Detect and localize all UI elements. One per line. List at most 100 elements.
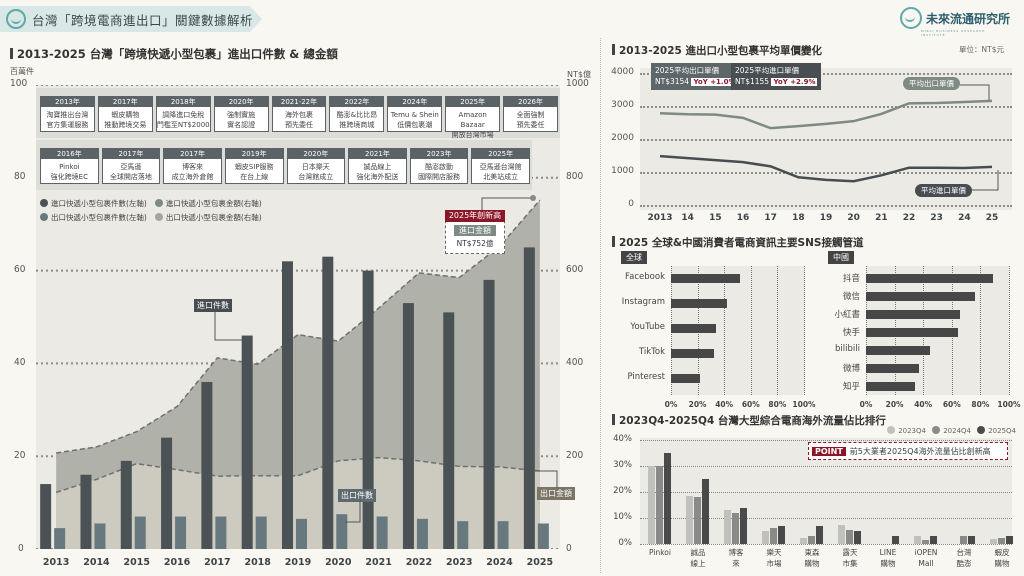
bar-label: 微博 <box>842 364 860 374</box>
brand-name: 未來流通研究所 <box>925 11 1010 26</box>
bar-label: Instagram <box>621 297 665 307</box>
xtick: 20% <box>688 400 707 409</box>
xtick: 2016 <box>163 557 191 568</box>
xtick: 2024 <box>486 557 513 568</box>
xtick: 2013 <box>42 557 70 568</box>
ytick: 30% <box>613 460 632 470</box>
xtick: 2019 <box>284 557 312 568</box>
bar <box>724 510 731 544</box>
traffic-legend: 2023Q4 2024Q4 2025Q4 <box>887 426 1016 435</box>
bar <box>866 364 919 373</box>
ytick-left: 80 <box>14 171 26 182</box>
bar <box>816 525 823 544</box>
bar <box>914 536 921 544</box>
legend-dot-icon <box>154 213 163 221</box>
legend-dot-icon <box>40 199 48 207</box>
point-tag: POINT <box>812 446 846 456</box>
gridline <box>724 266 726 395</box>
bar <box>866 292 975 301</box>
legend-dot-icon <box>977 426 986 434</box>
ytick-right: 0 <box>566 543 572 554</box>
bar <box>656 466 663 544</box>
xtick: 100% <box>997 400 1021 409</box>
bar <box>664 453 671 544</box>
category-label: Pinkoi <box>649 548 671 557</box>
bar <box>866 310 961 319</box>
gridline <box>777 266 779 395</box>
bar <box>998 537 1005 544</box>
legend-dot-icon <box>887 426 896 434</box>
xtick: 0% <box>664 400 678 409</box>
point-text: 前5大業者2025Q4海外流量佔比創新高 <box>849 446 991 456</box>
brand-icon <box>899 7 922 29</box>
global-tag: 全球 <box>621 251 647 264</box>
ytick-left: 20 <box>14 450 26 461</box>
gridline <box>640 205 1012 207</box>
bar <box>922 540 929 544</box>
bar <box>762 531 769 544</box>
timeline-event: 2024年 Temu & Shein 低價包裹潮 <box>387 96 443 132</box>
xtick: 0% <box>859 400 873 409</box>
timeline-event: 2017年 博客來 成立海外倉館 <box>163 148 222 184</box>
timeline-row-top: 2013年 淘寶推出台灣 官方集運服務 2017年 蝦皮購物 推動跨境交易 2018年 調降進… <box>36 88 560 139</box>
ytick: 2000 <box>611 133 634 143</box>
bar <box>800 537 807 544</box>
bar-label: Pinterest <box>627 372 665 382</box>
gridline <box>1009 266 1010 395</box>
bar-label: 抖音 <box>842 274 860 284</box>
ytick-right: 800 <box>566 171 584 182</box>
bar-label: 知乎 <box>842 382 860 392</box>
gridline <box>980 266 982 395</box>
timeline-event: 2020年 強制實施 實名認證 <box>213 96 269 132</box>
xtick: 15 <box>709 213 722 223</box>
ytick: 4000 <box>611 67 634 77</box>
ytick-right: 600 <box>566 264 584 275</box>
left-legend: 進口快遞小型包裹件數(左軸) 進口快遞小型包裹金額(右軸) 出口快遞小型包裹件數… <box>40 197 262 225</box>
timeline-event: 2017年 蝦皮購物 推動跨境交易 <box>97 96 153 132</box>
export-line-label: 平均出口單價 <box>903 77 960 90</box>
gridline <box>640 73 1012 75</box>
bar <box>671 324 717 333</box>
category-label: iOPEN Mall <box>914 548 938 568</box>
timeline-event: 2019年 蝦皮SIP服務 在台上線 <box>224 148 284 184</box>
xtick: 2021 <box>365 557 392 568</box>
sns-chart-title: 2025 全球&中國消費者電商資訊主要SNS接觸管道 <box>612 235 863 250</box>
xtick: 2013 <box>647 213 673 223</box>
record-callout: 2025年創新高 進口金額 NT$752億 <box>445 210 505 254</box>
xtick: 2020 <box>325 557 352 568</box>
xtick: 2017 <box>204 557 231 568</box>
export-price-box: 2025平均出口單價 NT$3154 YoY +1.0% <box>651 63 742 90</box>
record-head: 2025年創新高 <box>445 210 505 222</box>
brand-subtitle: MIRAI BUSINESS RESEARCH INSTITUTE <box>920 29 986 37</box>
timeline-event: 2018年 調降進口免稅 門檻至NT$2000 <box>155 96 211 132</box>
legend-dot-icon <box>40 213 48 221</box>
bar <box>671 349 714 358</box>
ytick: 3000 <box>611 100 634 110</box>
bar <box>866 328 958 337</box>
xtick: 14 <box>681 213 694 223</box>
ytick: 40% <box>613 434 632 444</box>
bar <box>866 274 994 283</box>
bar <box>671 374 701 383</box>
import-line-label: 平均進口單價 <box>915 184 972 197</box>
price-lines-svg <box>659 99 993 183</box>
china-tag: 中國 <box>828 251 854 264</box>
left-chart-svg <box>36 85 560 549</box>
gridline <box>640 172 1012 174</box>
bar <box>846 529 853 544</box>
bar <box>732 512 739 544</box>
record-label: 進口金額 <box>454 225 496 236</box>
timeline-event: 2025年 亞馬遜台灣館 北美站成立 <box>471 148 530 184</box>
label-leader <box>970 170 999 191</box>
legend-item: 進口快遞小型包裹金額(右軸) <box>154 197 262 211</box>
timeline-event: 2026年 全面強制 預先委任 <box>503 96 559 132</box>
ytick-left: 60 <box>14 264 26 275</box>
bar <box>740 507 747 544</box>
bar-label: 小紅書 <box>834 310 860 320</box>
xtick: 40% <box>914 400 933 409</box>
xtick: 25 <box>985 213 999 223</box>
category-label: 東森 購物 <box>804 548 820 568</box>
legend-dot-icon <box>154 199 163 207</box>
section-divider <box>600 38 601 573</box>
bar-label: Facebook <box>625 272 665 282</box>
